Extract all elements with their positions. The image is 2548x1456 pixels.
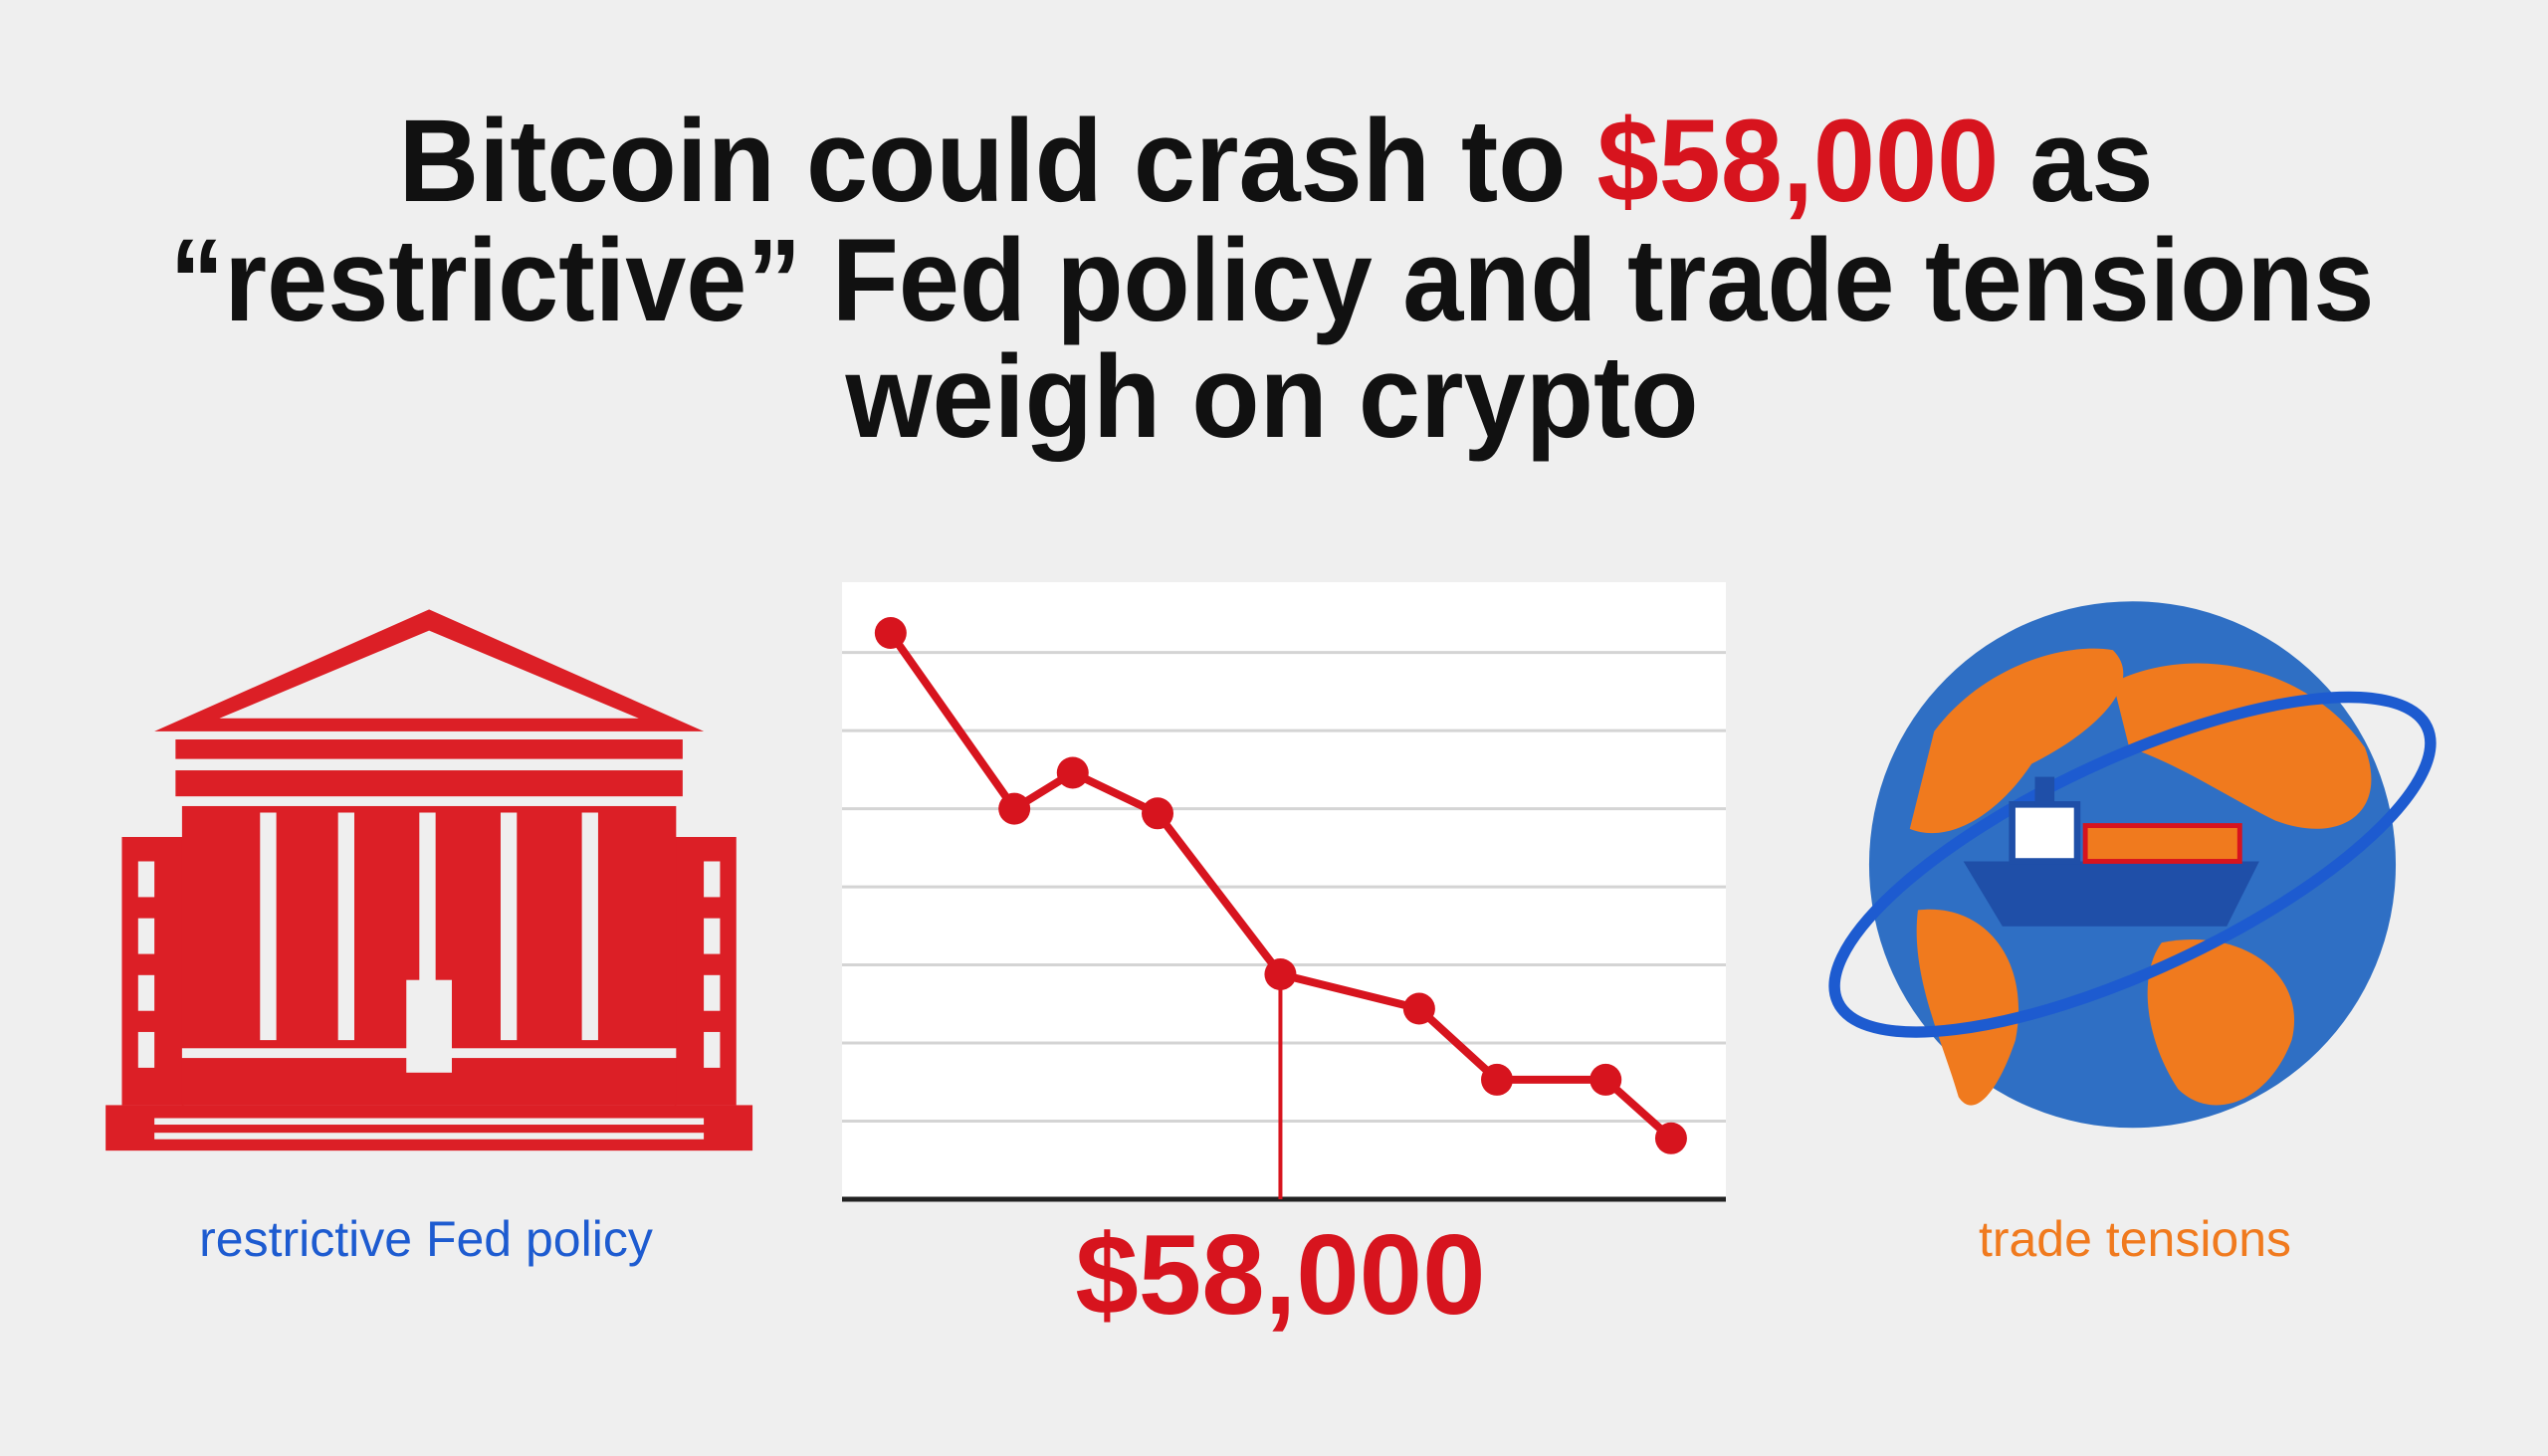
right-label: trade tensions [1979, 1211, 2291, 1267]
point [1654, 1122, 1687, 1154]
point [874, 617, 907, 650]
title-line: Bitcoin could crash to $58,000 as [399, 96, 2154, 227]
title-line: “restrictive” Fed policy and trade tensi… [170, 215, 2375, 346]
point [1264, 957, 1297, 990]
title-highlight: $58,000 [1596, 96, 1999, 227]
line-chart: $58,000 [842, 617, 1726, 1339]
point [1142, 797, 1174, 830]
fed-building-icon [106, 609, 753, 1151]
title-text: as [1999, 96, 2153, 227]
point [998, 792, 1031, 825]
point [1056, 756, 1089, 789]
globe-icon [1828, 601, 2437, 1129]
title-text: Bitcoin could crash to [399, 96, 1597, 227]
annotation-label: $58,000 [1075, 1212, 1485, 1339]
point [1402, 992, 1435, 1025]
point [1481, 1063, 1514, 1096]
left-label: restrictive Fed policy [199, 1211, 653, 1267]
title-line: weigh on crypto [845, 331, 1699, 463]
chart-area [842, 582, 1726, 1199]
point [1590, 1063, 1622, 1096]
